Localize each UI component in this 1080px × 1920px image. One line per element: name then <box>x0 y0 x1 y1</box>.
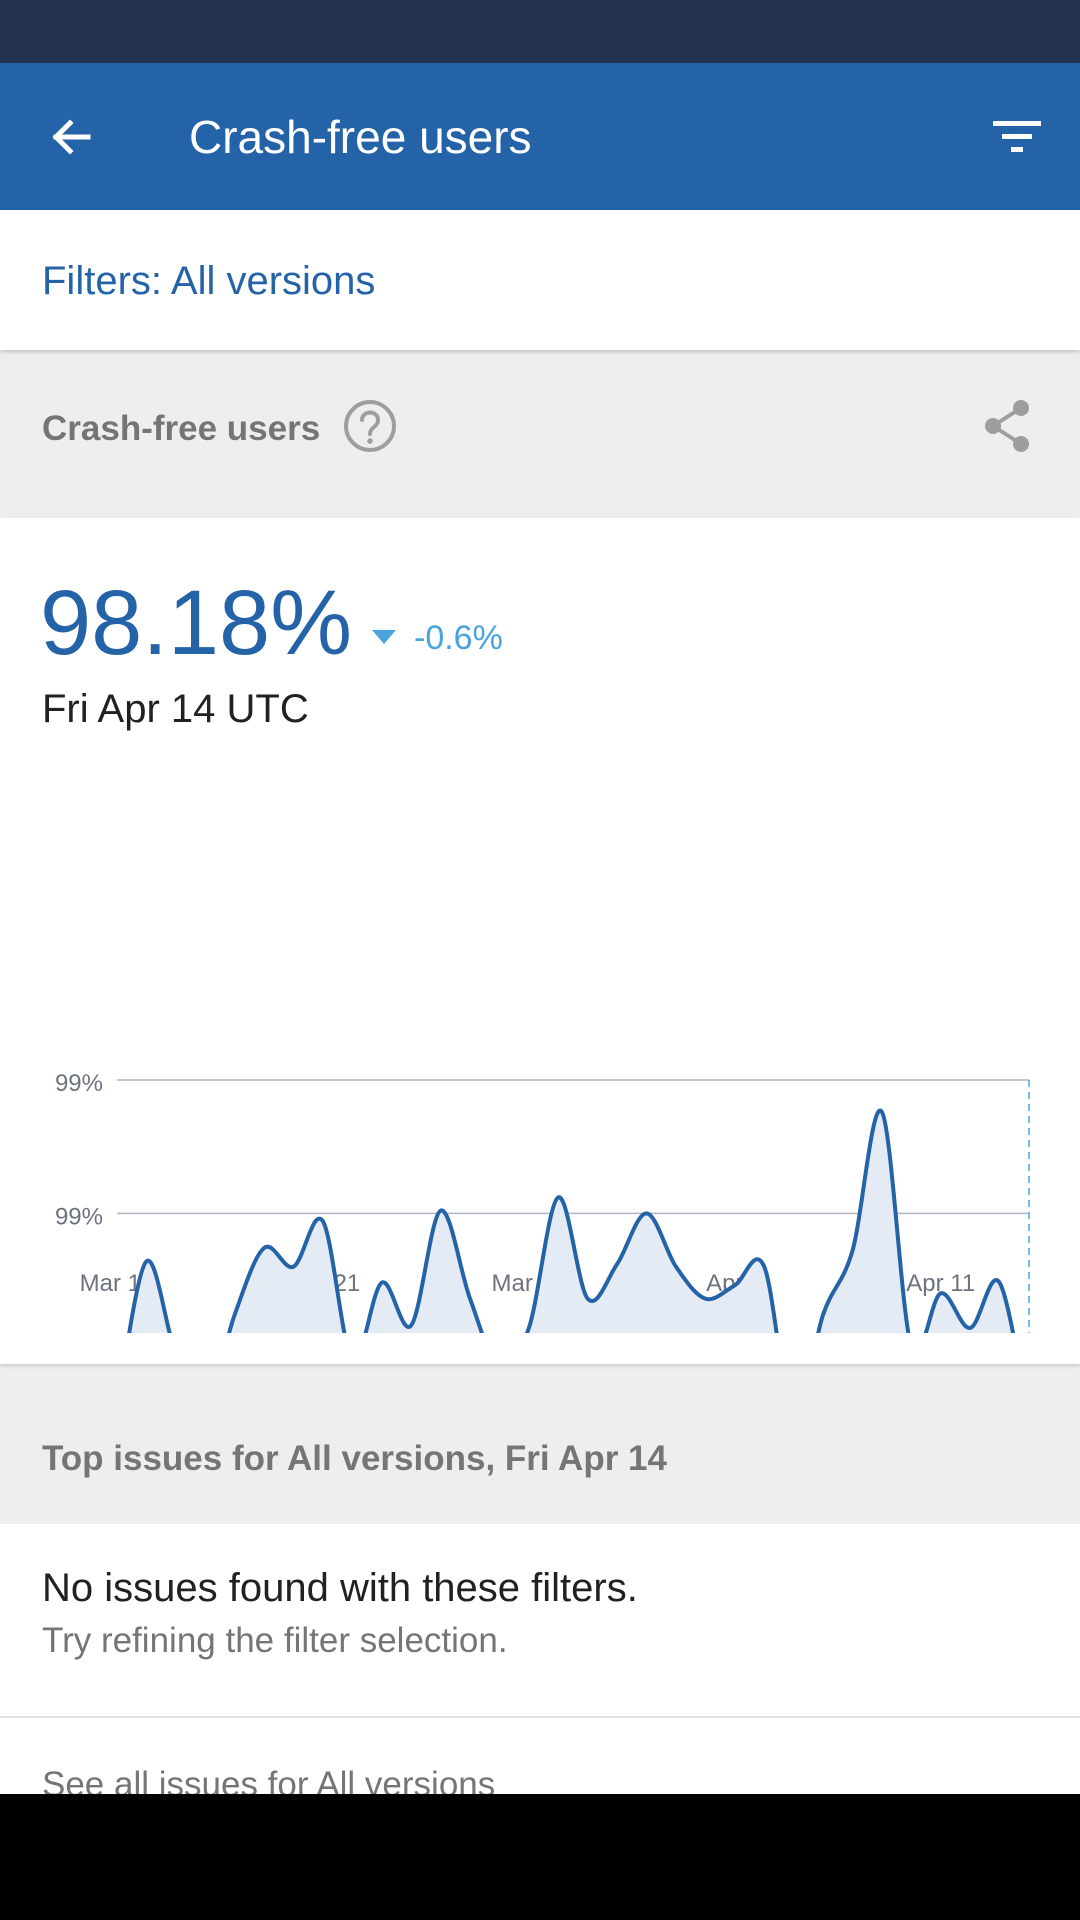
arrow-left-icon[interactable] <box>42 107 102 167</box>
filters-bar[interactable]: Filters: All versions <box>0 210 1080 350</box>
divider <box>0 1716 1080 1718</box>
empty-state-title: No issues found with these filters. <box>42 1566 638 1610</box>
metric-value: 98.18% <box>40 572 353 674</box>
series-line <box>127 1108 1016 1333</box>
page-title: Crash-free users <box>189 111 532 163</box>
metric-date: Fri Apr 14 UTC <box>42 687 309 731</box>
y-tick-label: 99% <box>55 1203 103 1230</box>
section-header: Crash-free users <box>0 352 1080 518</box>
triangle-down-icon <box>372 630 396 644</box>
y-tick-label: 99% <box>55 1070 103 1097</box>
metric-card: 98.18% -0.6% Fri Apr 14 UTC 99%99%98%97%… <box>0 518 1080 1364</box>
issues-heading: Top issues for All versions, Fri Apr 14 <box>42 1439 667 1478</box>
issues-header: Top issues for All versions, Fri Apr 14 <box>0 1364 1080 1524</box>
area-fill <box>129 1110 1014 1333</box>
app-bar: Crash-free users <box>0 63 1080 210</box>
help-circle-icon[interactable] <box>340 396 400 456</box>
metric-delta: -0.6% <box>414 619 503 657</box>
section-title: Crash-free users <box>42 409 321 448</box>
status-bar <box>0 0 1080 63</box>
share-icon[interactable] <box>975 394 1039 458</box>
filters-label[interactable]: Filters: All versions <box>42 259 376 303</box>
navigation-bar <box>0 1794 1080 1920</box>
issues-card: No issues found with these filters. Try … <box>0 1524 1080 1804</box>
empty-state-subtitle: Try refining the filter selection. <box>42 1621 508 1660</box>
filter-list-icon[interactable] <box>987 107 1047 167</box>
